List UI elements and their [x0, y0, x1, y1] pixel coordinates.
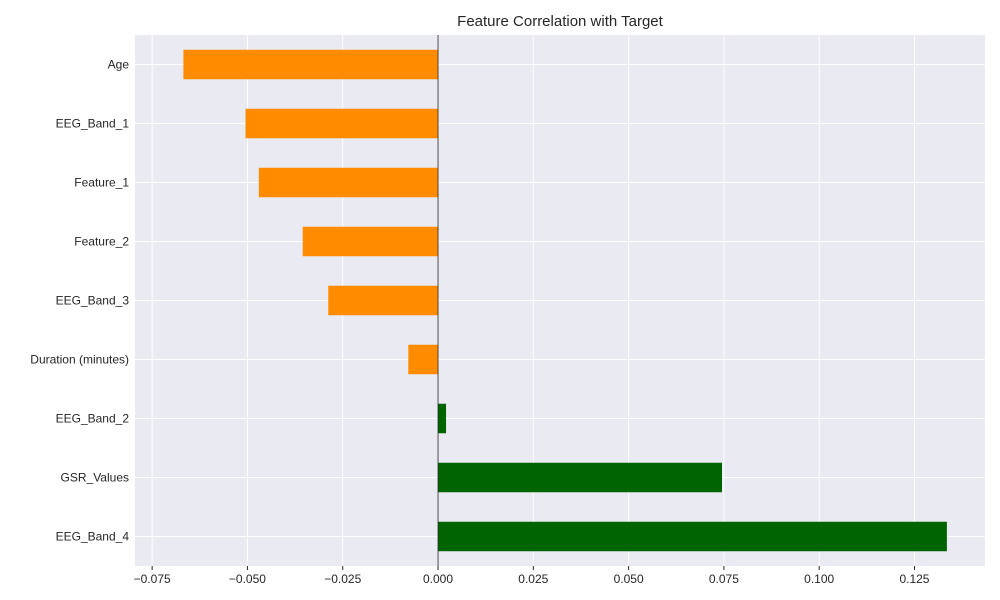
- bar-eeg-band-3: [328, 285, 439, 316]
- y-axis: Age EEG_Band_1 Feature_1 Feature_2 EEG_Band_…: [30, 58, 129, 544]
- bar-age: [183, 49, 439, 80]
- x-tick-label: 0.050: [614, 572, 644, 586]
- bar-eeg-band-1: [245, 108, 439, 139]
- bar-gsr-values: [438, 462, 722, 493]
- y-tick-label: EEG_Band_4: [56, 530, 130, 544]
- x-axis: −0.075 −0.050 −0.025 0.000 0.025 0.050 0.075 0.…: [134, 566, 930, 586]
- y-tick-label: Feature_1: [74, 176, 129, 190]
- x-tick-label: −0.025: [324, 572, 361, 586]
- y-tick-label: GSR_Values: [61, 471, 129, 485]
- bar-duration-minutes: [408, 344, 439, 375]
- bar-feature-1: [258, 167, 439, 198]
- x-tick-label: −0.075: [134, 572, 171, 586]
- y-tick-label: Feature_2: [74, 235, 129, 249]
- bars: [183, 49, 947, 552]
- x-tick-label: −0.050: [229, 572, 266, 586]
- y-tick-label: Duration (minutes): [30, 353, 129, 367]
- y-tick-label: EEG_Band_2: [56, 412, 130, 426]
- bar-eeg-band-4: [438, 521, 947, 552]
- bar-eeg-band-2: [438, 403, 447, 434]
- y-tick-label: EEG_Band_3: [56, 294, 130, 308]
- x-tick-label: 0.075: [709, 572, 739, 586]
- x-tick-label: 0.100: [804, 572, 834, 586]
- y-tick-label: EEG_Band_1: [56, 117, 130, 131]
- x-tick-label: 0.025: [518, 572, 548, 586]
- y-tick-label: Age: [108, 58, 130, 72]
- chart-title: Feature Correlation with Target: [457, 13, 663, 30]
- bar-feature-2: [302, 226, 439, 257]
- x-tick-label: 0.000: [423, 572, 453, 586]
- x-tick-label: 0.125: [899, 572, 929, 586]
